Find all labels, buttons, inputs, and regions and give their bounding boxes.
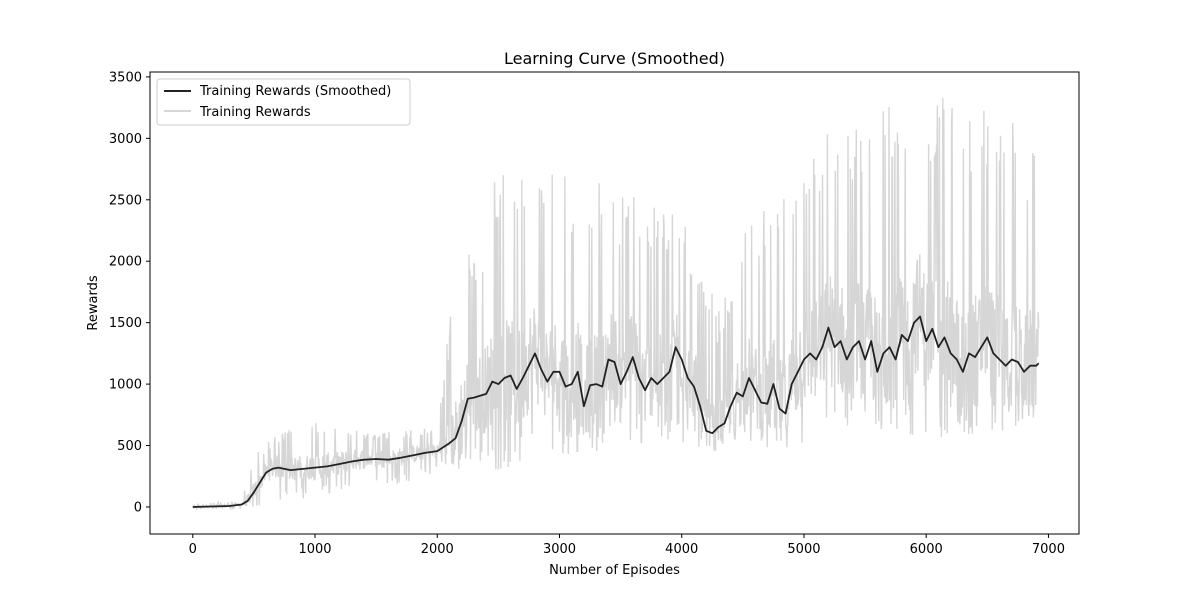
series-training-rewards-smoothed xyxy=(192,315,1040,508)
x-tick-label: 6000 xyxy=(910,542,943,557)
y-tick-label: 1000 xyxy=(109,378,142,393)
y-tick-label: 0 xyxy=(134,500,142,515)
legend-label-smoothed: Training Rewards (Smoothed) xyxy=(199,84,391,99)
x-tick-label: 1000 xyxy=(298,542,331,557)
y-tick-label: 3000 xyxy=(109,132,142,147)
y-tick-label: 2000 xyxy=(109,255,142,270)
legend-label-raw: Training Rewards xyxy=(199,105,311,120)
chart-title: Learning Curve (Smoothed) xyxy=(504,49,725,68)
y-tick-label: 3500 xyxy=(109,70,142,85)
x-tick-label: 2000 xyxy=(421,542,454,557)
x-axis-label: Number of Episodes xyxy=(549,563,680,578)
smoothed-rewards-line xyxy=(192,315,1040,508)
raw-rewards-line xyxy=(192,98,1040,512)
x-tick-label: 5000 xyxy=(787,542,820,557)
legend: Training Rewards (Smoothed) Training Rew… xyxy=(156,78,411,126)
plot-area xyxy=(149,71,1080,535)
y-axis: 0 500 1000 1500 2000 2500 3000 3500 xyxy=(109,70,150,515)
x-tick-label: 4000 xyxy=(665,542,698,557)
plot-frame xyxy=(149,71,1080,535)
y-tick-label: 1500 xyxy=(109,316,142,331)
x-tick-label: 0 xyxy=(189,542,197,557)
x-tick-label: 3000 xyxy=(543,542,576,557)
series-training-rewards xyxy=(192,98,1040,512)
y-tick-label: 2500 xyxy=(109,193,142,208)
y-axis-label: Rewards xyxy=(86,275,101,330)
legend-box xyxy=(156,78,411,126)
y-tick-label: 500 xyxy=(117,439,142,454)
x-axis: 0 1000 2000 3000 4000 5000 6000 7000 xyxy=(189,534,1065,557)
x-tick-label: 7000 xyxy=(1032,542,1065,557)
